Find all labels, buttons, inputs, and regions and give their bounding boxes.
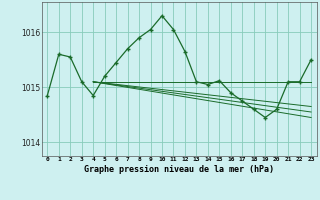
X-axis label: Graphe pression niveau de la mer (hPa): Graphe pression niveau de la mer (hPa): [84, 165, 274, 174]
